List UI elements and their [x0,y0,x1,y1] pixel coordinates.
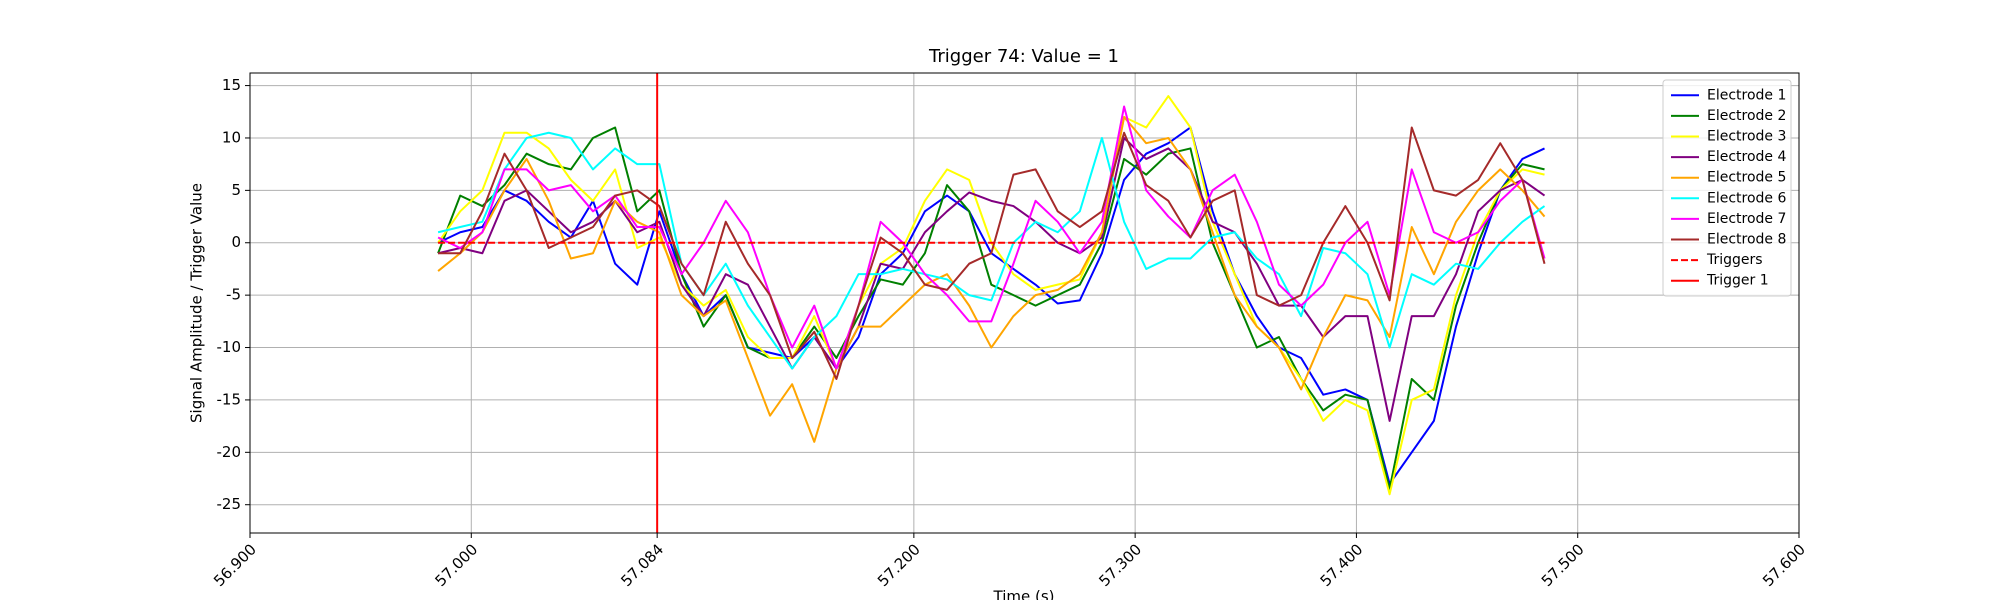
y-tick-label: -15 [217,390,242,408]
chart-title: Trigger 74: Value = 1 [928,46,1119,67]
series-line [437,126,1545,490]
y-tick-label: 0 [231,233,241,251]
y-tick-label: -10 [217,338,242,356]
legend-label: Electrode 5 [1707,170,1786,186]
legend-label: Electrode 2 [1707,108,1786,124]
series-line [437,131,1546,370]
legend-label: Electrode 8 [1707,232,1786,248]
y-tick-label: 15 [222,76,241,94]
series-line [438,126,1546,380]
legend-label: Electrode 7 [1707,211,1786,227]
y-axis-label: Signal Amplitude / Trigger Value [188,183,206,423]
legend-label: Triggers [1706,252,1763,268]
y-tick-label: -25 [217,495,242,513]
legend-label: Electrode 1 [1707,87,1786,103]
legend: Electrode 1 Electrode 2 Electrode 3 Electro… [1662,79,1792,297]
y-tick-label: 5 [231,181,241,199]
series-line [437,136,1546,422]
legend-label: Electrode 3 [1707,129,1786,145]
x-axis-label: Time (s) [993,588,1055,600]
legend-label: Electrode 4 [1707,149,1786,165]
series-line [437,116,1546,443]
y-tick-label: 10 [222,128,241,146]
y-tick-label: -5 [226,286,241,304]
plot-frame [249,72,1800,534]
y-tick-label: -20 [217,443,242,461]
legend-label: Electrode 6 [1707,190,1786,206]
legend-label: Trigger 1 [1706,273,1769,289]
legend-box [1662,79,1792,297]
